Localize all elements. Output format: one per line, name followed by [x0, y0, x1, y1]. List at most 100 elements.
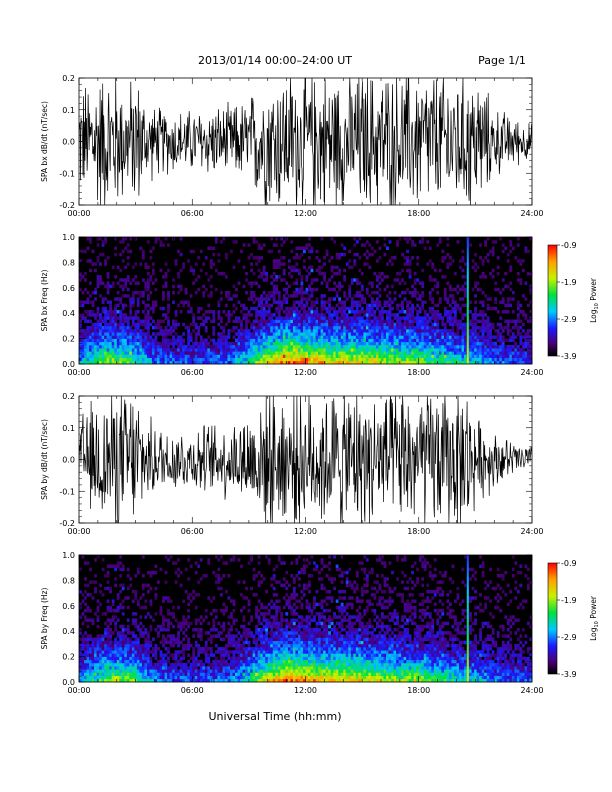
- spike-cell: [466, 605, 469, 610]
- spike-cell: [466, 249, 469, 254]
- spike-cell: [466, 348, 469, 352]
- spike-cell: [466, 316, 469, 320]
- spike-cell: [466, 265, 469, 270]
- x-tick-label: 00:00: [67, 209, 90, 218]
- colorbar-tick-label: -1.9: [561, 278, 577, 287]
- spike-cell: [466, 294, 469, 298]
- x-tick-label: 24:00: [520, 209, 543, 218]
- x-tick-label: 00:00: [67, 368, 90, 377]
- spike-cell: [466, 612, 469, 616]
- y-tick-label: 0.6: [62, 284, 75, 293]
- spike-cell: [466, 354, 469, 358]
- spike-cell: [466, 297, 469, 301]
- spike-cell: [466, 325, 469, 330]
- spike-cell: [466, 561, 469, 565]
- colorbar-tick-label: -0.9: [561, 241, 577, 250]
- x-tick-label: 06:00: [181, 527, 204, 536]
- spectrogram-panel-4: -0.9 -1.9 -2.9 -3.9 Log10 Power 00:00 06:00 12:…: [40, 551, 600, 695]
- spike-cell: [466, 357, 469, 362]
- spike-cell: [466, 602, 469, 607]
- spike-cell: [466, 262, 469, 266]
- spike-cell: [466, 351, 469, 355]
- spike-cell: [466, 338, 469, 343]
- spike-cell: [466, 322, 469, 327]
- spike-cell: [466, 662, 469, 667]
- spike-cell: [466, 252, 469, 257]
- spike-cell: [466, 287, 469, 292]
- spike-cell: [466, 344, 469, 349]
- spike-cell: [466, 672, 469, 676]
- spike-cell: [466, 618, 469, 622]
- x-tick-label: 12:00: [294, 368, 317, 377]
- series-line: [79, 78, 532, 205]
- spectrogram-panel-2: -0.9 -1.9 -2.9 -3.9 Log10 Power 00:00 06:00 12:…: [40, 233, 600, 377]
- colorbar: [547, 562, 558, 675]
- x-tick-label: 18:00: [407, 209, 430, 218]
- spike-cell: [466, 577, 469, 581]
- spike-cell: [466, 621, 469, 626]
- waveform-panel-3: 00:00 06:00 12:00 18:00 24:00 -0.2 -0.1 0.0 0.1 0…: [40, 392, 544, 536]
- x-axis-label: Universal Time (hh:mm): [209, 710, 342, 723]
- y-tick-label: 0.2: [62, 653, 75, 662]
- y-tick-label: -0.1: [59, 169, 75, 178]
- x-tick-label: 12:00: [294, 209, 317, 218]
- spike-cell: [466, 564, 469, 568]
- spike-cell: [466, 628, 469, 632]
- y-tick-label: 0.2: [62, 392, 75, 401]
- y-tick-label: 1.0: [62, 233, 75, 242]
- y-tick-label: -0.1: [59, 487, 75, 496]
- x-tick-label: 24:00: [520, 368, 543, 377]
- colorbar-tick-label: -3.9: [561, 670, 577, 679]
- spike-cell: [466, 278, 469, 282]
- x-tick-label: 00:00: [67, 527, 90, 536]
- y-tick-label: 0.4: [62, 309, 75, 318]
- spike-cell: [466, 341, 469, 346]
- colorbar: [547, 244, 558, 357]
- x-tick-label: 12:00: [294, 686, 317, 695]
- spike-cell: [466, 608, 469, 613]
- x-tick-label: 18:00: [407, 368, 430, 377]
- spike-cell: [466, 360, 469, 365]
- spike-cell: [466, 284, 469, 289]
- y-axis-label: SPA bx Freq (Hz): [40, 270, 49, 332]
- colorbar-tick-label: -1.9: [561, 596, 577, 605]
- x-tick-label: 00:00: [67, 686, 90, 695]
- y-tick-label: 0.4: [62, 627, 75, 636]
- spike-cell: [466, 329, 469, 333]
- spike-cell: [466, 243, 469, 247]
- spike-cell: [466, 675, 469, 680]
- spike-cell: [466, 567, 469, 572]
- colorbar-tick-label: -2.9: [561, 315, 577, 324]
- spike-cell: [466, 615, 469, 619]
- y-tick-label: 0.1: [62, 424, 75, 433]
- page-indicator: Page 1/1: [478, 54, 526, 67]
- spike-cell: [466, 290, 469, 295]
- y-tick-label: 0.0: [62, 360, 75, 369]
- y-tick-label: 0.6: [62, 602, 75, 611]
- spike-cell: [466, 634, 469, 638]
- spike-cell: [466, 643, 469, 648]
- spike-cell: [466, 659, 469, 664]
- y-tick-label: -0.2: [59, 519, 75, 528]
- spike-cell: [466, 319, 469, 324]
- colorbar-label: Log10 Power: [589, 595, 600, 641]
- spike-cell: [466, 640, 469, 645]
- y-tick-label: 0.0: [62, 678, 75, 687]
- y-tick-label: 1.0: [62, 551, 75, 560]
- spike-cell: [466, 624, 469, 629]
- spike-cell: [466, 313, 469, 317]
- colorbar-tick-label: -2.9: [561, 633, 577, 642]
- y-tick-label: 0.0: [62, 138, 75, 147]
- spike-cell: [466, 669, 469, 673]
- x-tick-label: 18:00: [407, 527, 430, 536]
- spike-cell: [466, 271, 469, 276]
- spike-cell: [466, 237, 469, 241]
- spike-cell: [466, 596, 469, 600]
- spike-cell: [466, 666, 469, 670]
- x-tick-label: 18:00: [407, 686, 430, 695]
- spike-cell: [466, 259, 469, 263]
- y-axis-label: SPA by dB/dt (nT/sec): [40, 419, 49, 500]
- y-tick-label: 0.2: [62, 74, 75, 83]
- x-tick-label: 12:00: [294, 527, 317, 536]
